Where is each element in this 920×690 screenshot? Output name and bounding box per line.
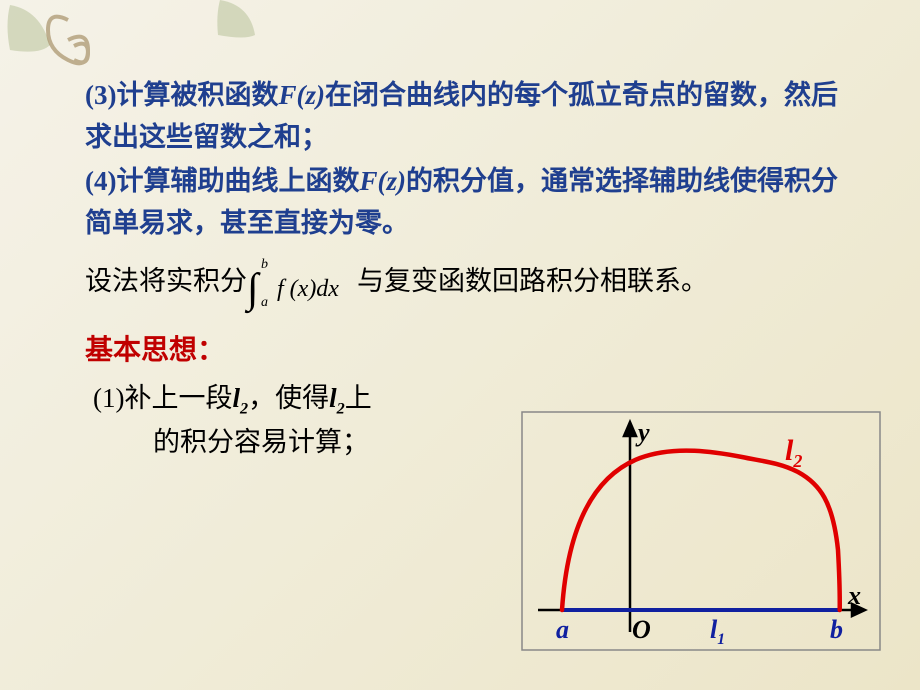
origin-label: O — [632, 615, 651, 645]
int-body: f (x)dx — [277, 270, 339, 308]
l2-1: l2 — [232, 383, 248, 413]
ri-suffix: 与复变函数回路积分相联系。 — [357, 266, 708, 296]
l2-label: l2 — [785, 434, 802, 472]
integral-sign: ∫ — [247, 256, 259, 323]
i1-a: (1)补上一段 — [93, 383, 232, 413]
i1-c: 上 — [345, 383, 372, 413]
axis-y-label: y — [638, 418, 650, 448]
real-integral-sentence: 设法将实积分 ∫ b a f (x)dx 与复变函数回路积分相联系。 — [85, 260, 855, 304]
a-label: a — [556, 615, 569, 645]
fz-2: F(z) — [359, 166, 406, 196]
p3-prefix: (3)计算被积函数 — [85, 80, 278, 110]
b-label: b — [830, 615, 843, 645]
fz-1: F(z) — [278, 80, 325, 110]
point-3: (3)计算被积函数F(z)在闭合曲线内的每个孤立奇点的留数，然后求出这些留数之和… — [85, 75, 855, 159]
i1-b: ，使得 — [248, 383, 329, 413]
int-lower: a — [261, 292, 268, 314]
int-upper: b — [261, 254, 268, 276]
integral-expr: ∫ b a f (x)dx — [247, 264, 357, 304]
l1-label: l1 — [710, 615, 725, 649]
ri-prefix: 设法将实积分 — [85, 266, 247, 296]
i1-d: 的积分容易计算； — [93, 427, 369, 457]
axis-x-label: x — [848, 581, 861, 611]
contour-diagram: y x O a b l1 l2 — [520, 410, 885, 658]
axes — [538, 422, 865, 632]
point-4: (4)计算辅助曲线上函数F(z)的积分值，通常选择辅助线使得积分简单易求，甚至直… — [85, 161, 855, 245]
content-region: (3)计算被积函数F(z)在闭合曲线内的每个孤立奇点的留数，然后求出这些留数之和… — [85, 75, 855, 464]
l2-2: l2 — [329, 383, 345, 413]
l2-curve — [562, 451, 840, 610]
idea-heading: 基本思想： — [85, 328, 855, 368]
p4-prefix: (4)计算辅助曲线上函数 — [85, 166, 359, 196]
